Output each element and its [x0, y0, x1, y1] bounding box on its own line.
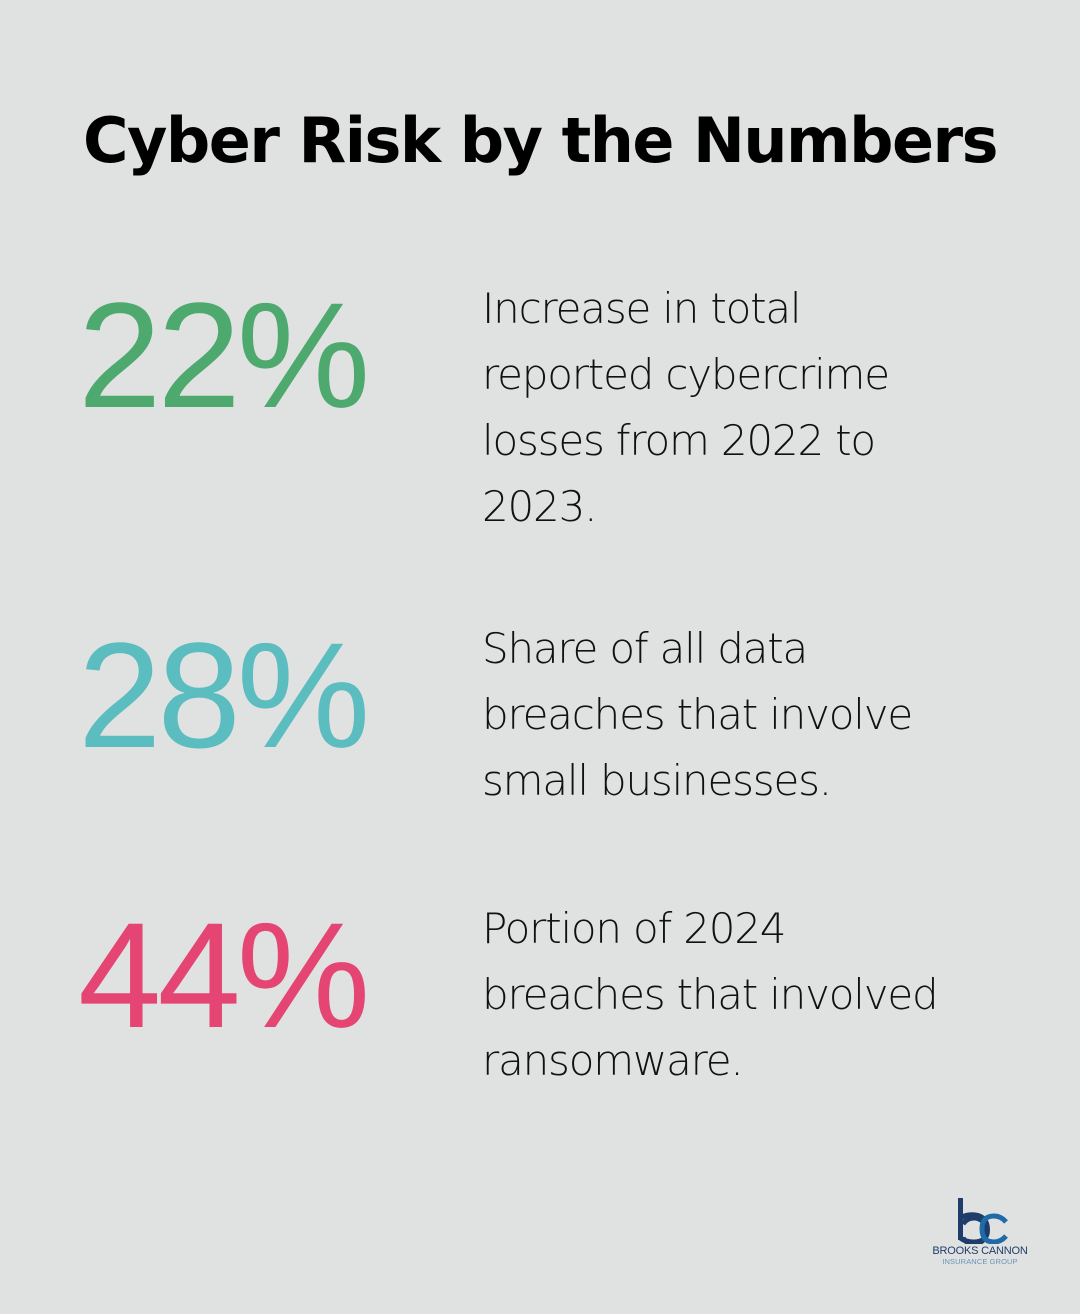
- stat-description: Portion of 2024 breaches that involved r…: [482, 904, 939, 1085]
- logo-company-subtitle: INSURANCE GROUP: [942, 1257, 1018, 1266]
- page-title: Cyber Risk by the Numbers: [82, 104, 999, 177]
- stat-value: 28%: [78, 611, 370, 779]
- logo-company-name: BROOKS CANNON: [932, 1245, 1028, 1257]
- stat-description: Share of all data breaches that involve …: [482, 624, 913, 805]
- bc-logo-icon: [958, 1198, 1008, 1244]
- stat-value: 22%: [78, 271, 370, 439]
- stat-description: Increase in total reported cybercrime lo…: [482, 284, 890, 531]
- stat-value: 44%: [78, 891, 370, 1059]
- brooks-cannon-logo: BROOKS CANNON INSURANCE GROUP: [926, 1196, 1034, 1274]
